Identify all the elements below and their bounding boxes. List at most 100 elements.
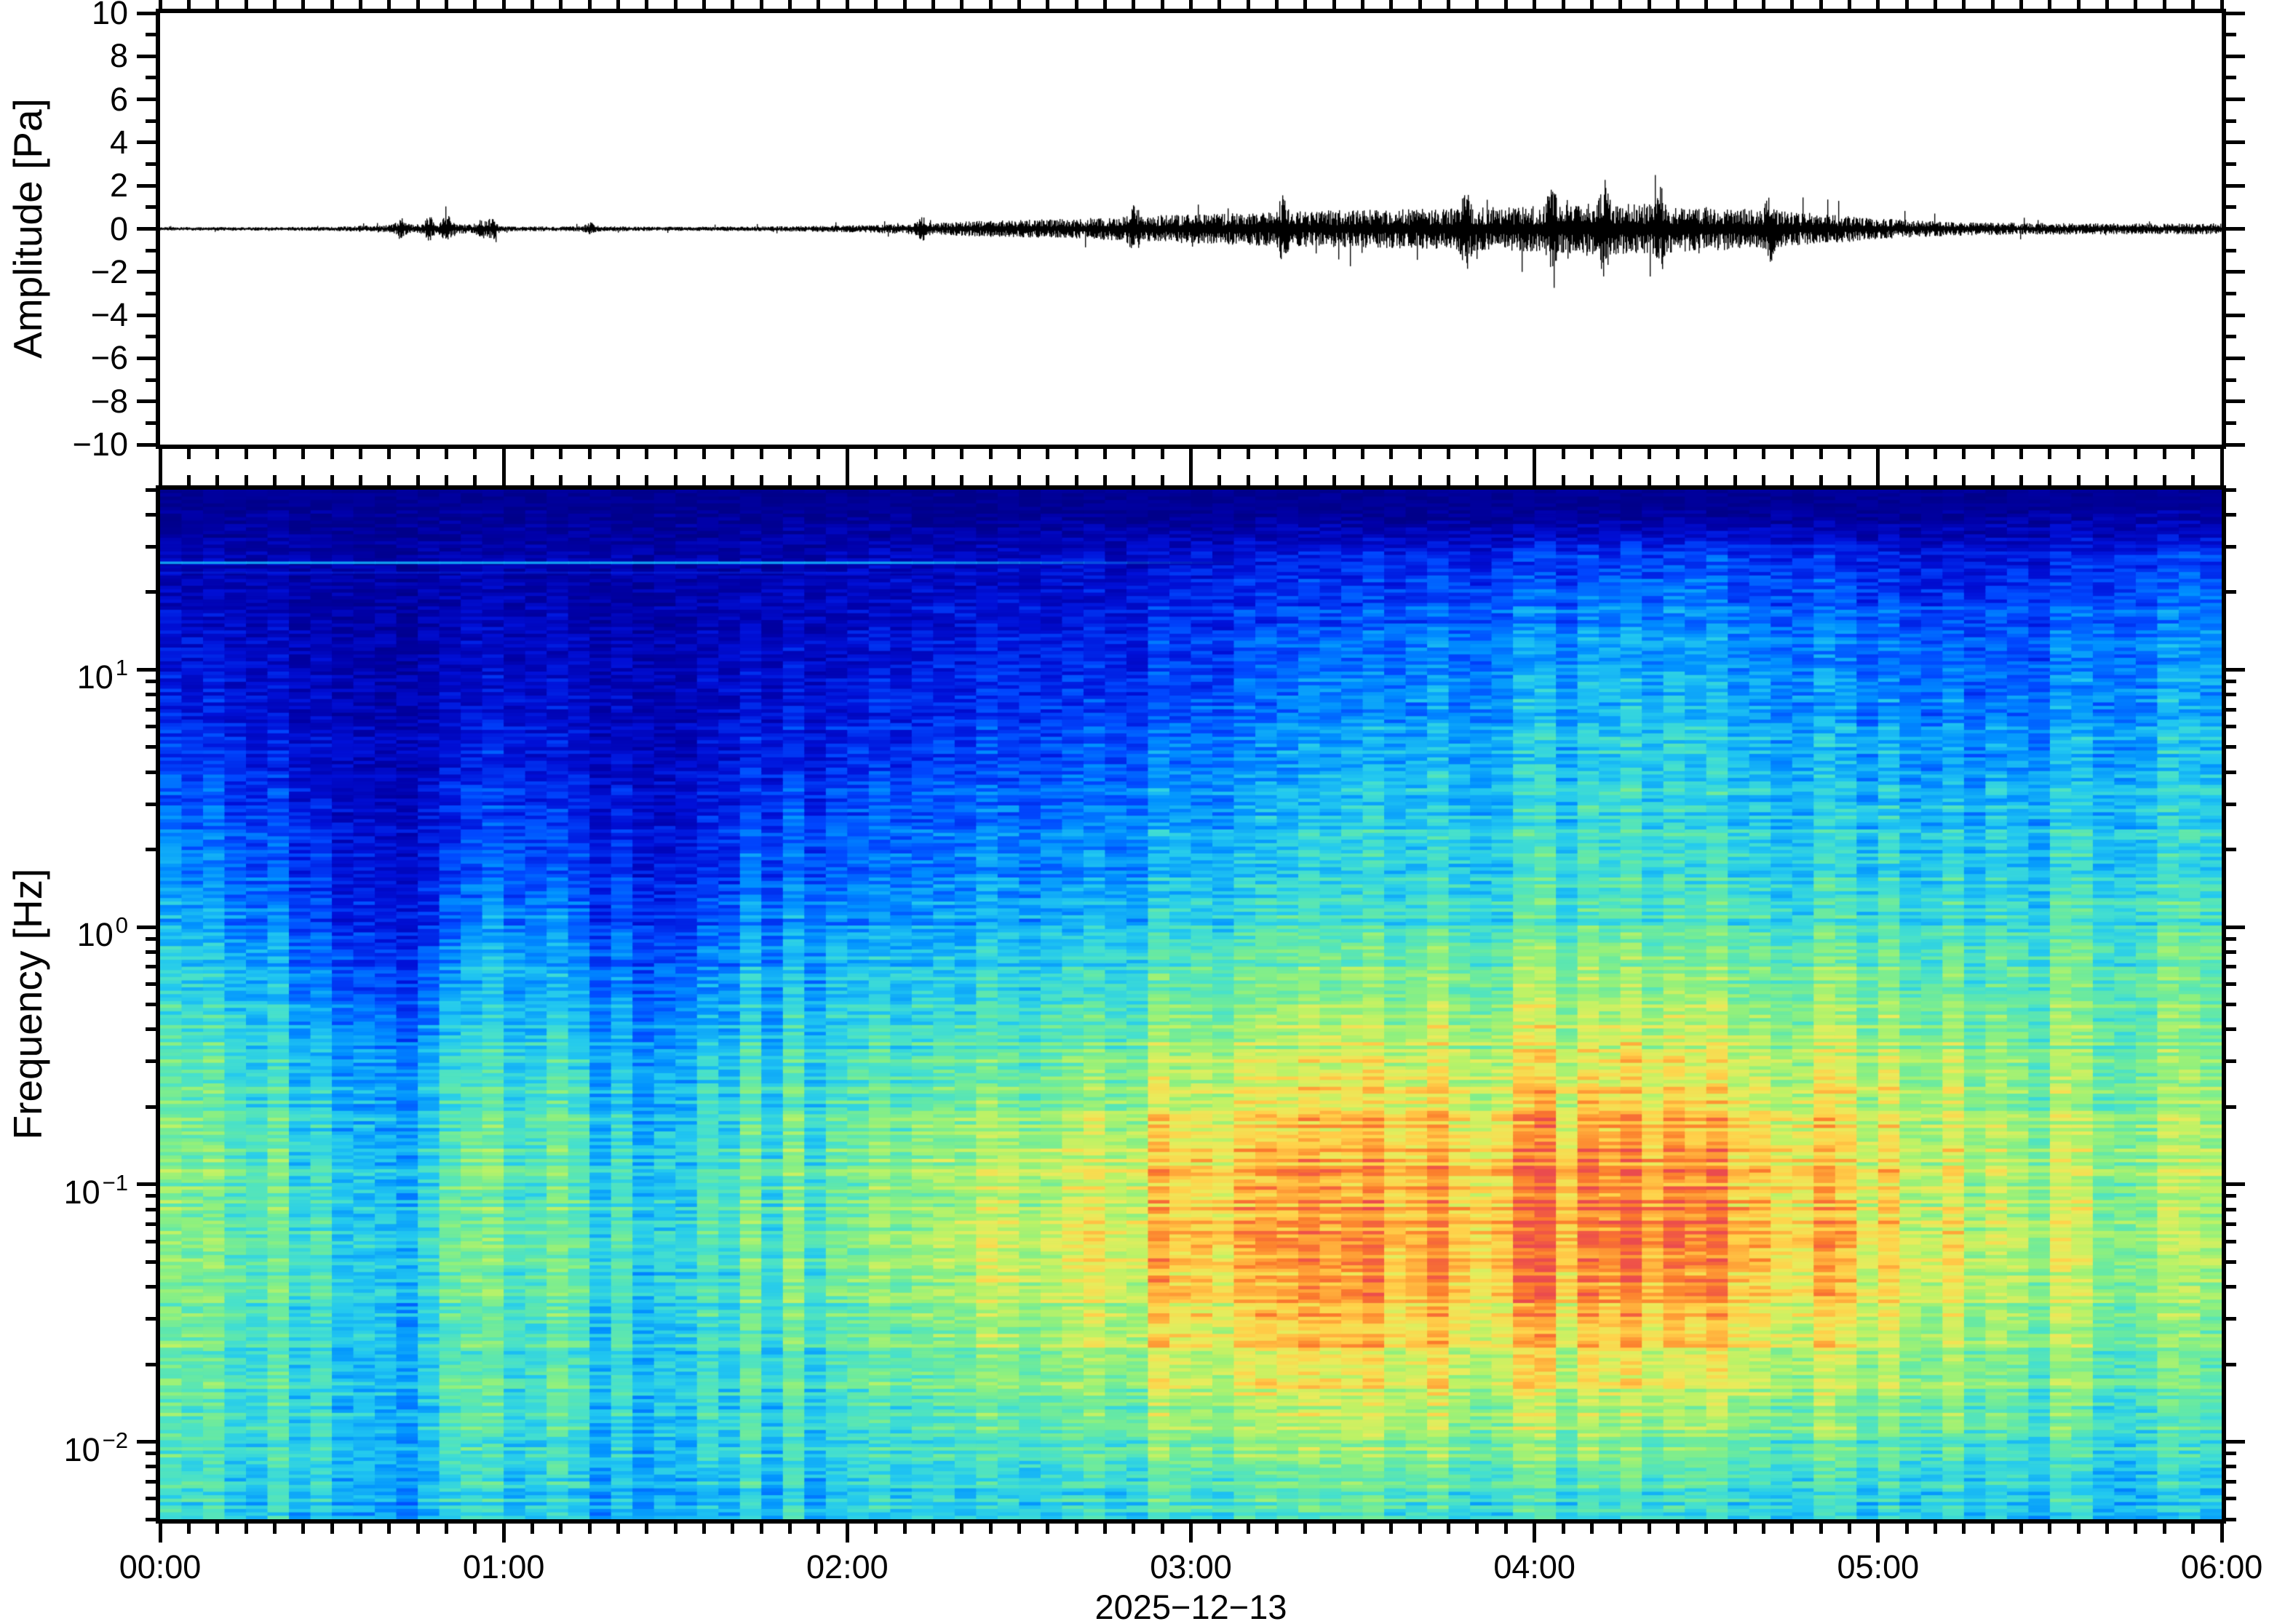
tick-mark	[330, 0, 334, 9]
tick-mark	[2226, 707, 2236, 712]
tick-mark	[531, 449, 534, 459]
tick-mark	[759, 475, 763, 485]
tick-mark	[2019, 449, 2024, 459]
tick-mark	[158, 0, 162, 9]
tick-mark	[1217, 1524, 1222, 1534]
tick-mark	[874, 475, 878, 485]
tick-mark	[301, 449, 306, 459]
tick-mark	[931, 1524, 935, 1534]
tick-mark	[1160, 449, 1164, 459]
tick-mark	[146, 1222, 156, 1227]
tick-mark	[1246, 0, 1250, 9]
tick-mark	[1618, 449, 1623, 459]
tick-mark	[2226, 97, 2245, 102]
tick-mark	[2226, 950, 2236, 954]
tick-mark	[137, 227, 156, 231]
tick-mark	[673, 449, 677, 459]
tick-mark	[301, 0, 306, 9]
tick-mark	[2226, 487, 2236, 492]
tick-mark	[137, 313, 156, 317]
frequency-tick-label: 100	[76, 912, 128, 953]
tick-mark	[146, 802, 156, 806]
tick-mark	[1675, 1524, 1680, 1534]
amplitude-tick-label: 10	[91, 0, 128, 31]
tick-mark	[1589, 475, 1594, 485]
tick-mark	[1132, 1524, 1136, 1534]
tick-mark	[559, 1524, 563, 1534]
tick-mark	[1389, 449, 1394, 459]
tick-mark	[186, 0, 191, 9]
tick-mark	[272, 1524, 277, 1534]
tick-mark	[1418, 475, 1422, 485]
tick-mark	[988, 0, 993, 9]
tick-mark	[587, 449, 592, 459]
tick-mark	[2220, 466, 2224, 485]
tick-mark	[137, 54, 156, 58]
tick-mark	[2226, 356, 2245, 360]
tick-mark	[645, 1524, 649, 1534]
tick-mark	[146, 982, 156, 986]
amplitude-tick-label: 4	[109, 123, 128, 161]
tick-mark	[1275, 0, 1279, 9]
tick-mark	[146, 76, 156, 80]
tick-mark	[1503, 449, 1508, 459]
tick-mark	[1819, 1524, 1823, 1534]
tick-mark	[2076, 449, 2081, 459]
tick-mark	[137, 442, 156, 447]
amplitude-tick-label: 0	[109, 210, 128, 247]
tick-mark	[1332, 475, 1336, 485]
tick-mark	[2226, 1362, 2236, 1366]
tick-mark	[1761, 0, 1765, 9]
tick-mark	[2226, 1517, 2236, 1521]
tick-mark	[1675, 0, 1680, 9]
tick-mark	[1790, 0, 1795, 9]
tick-mark	[845, 466, 849, 485]
tick-mark	[816, 475, 821, 485]
spectrogram-heatmap-plot	[160, 490, 2222, 1519]
tick-mark	[1447, 475, 1451, 485]
tick-mark	[1533, 466, 1537, 485]
tick-mark	[616, 449, 621, 459]
frequency-axis-title: Frequency [Hz]	[5, 868, 50, 1140]
tick-mark	[2226, 1207, 2236, 1211]
tick-mark	[1704, 475, 1709, 485]
tick-mark	[146, 770, 156, 774]
tick-mark	[272, 475, 277, 485]
tick-mark	[146, 965, 156, 969]
tick-mark	[1447, 0, 1451, 9]
tick-mark	[473, 0, 477, 9]
tick-mark	[1102, 449, 1107, 459]
tick-mark	[137, 1440, 156, 1444]
tick-mark	[1704, 449, 1709, 459]
tick-mark	[2105, 449, 2110, 459]
tick-mark	[1990, 0, 1995, 9]
tick-mark	[1704, 1524, 1709, 1534]
tick-mark	[902, 475, 907, 485]
tick-mark	[2226, 335, 2236, 339]
tick-mark	[1017, 1524, 1021, 1534]
tick-mark	[1819, 449, 1823, 459]
tick-mark	[146, 205, 156, 210]
tick-mark	[2226, 544, 2236, 549]
tick-mark	[146, 1059, 156, 1064]
amplitude-tick-label: −4	[90, 296, 128, 334]
tick-mark	[1904, 449, 1909, 459]
tick-mark	[2019, 0, 2024, 9]
tick-mark	[1160, 1524, 1164, 1534]
tick-mark	[444, 475, 448, 485]
tick-mark	[874, 449, 878, 459]
tick-mark	[1704, 0, 1709, 9]
tick-mark	[931, 0, 935, 9]
time-tick-label: 05:00	[1837, 1548, 1920, 1585]
tick-mark	[2226, 33, 2236, 37]
tick-mark	[1934, 449, 1938, 459]
tick-mark	[137, 925, 156, 929]
tick-mark	[1132, 0, 1136, 9]
tick-mark	[1246, 449, 1250, 459]
tick-mark	[1389, 0, 1394, 9]
tick-mark	[444, 1524, 448, 1534]
tick-mark	[1847, 0, 1851, 9]
tick-mark	[1962, 449, 1966, 459]
waveform-panel	[160, 13, 2222, 445]
